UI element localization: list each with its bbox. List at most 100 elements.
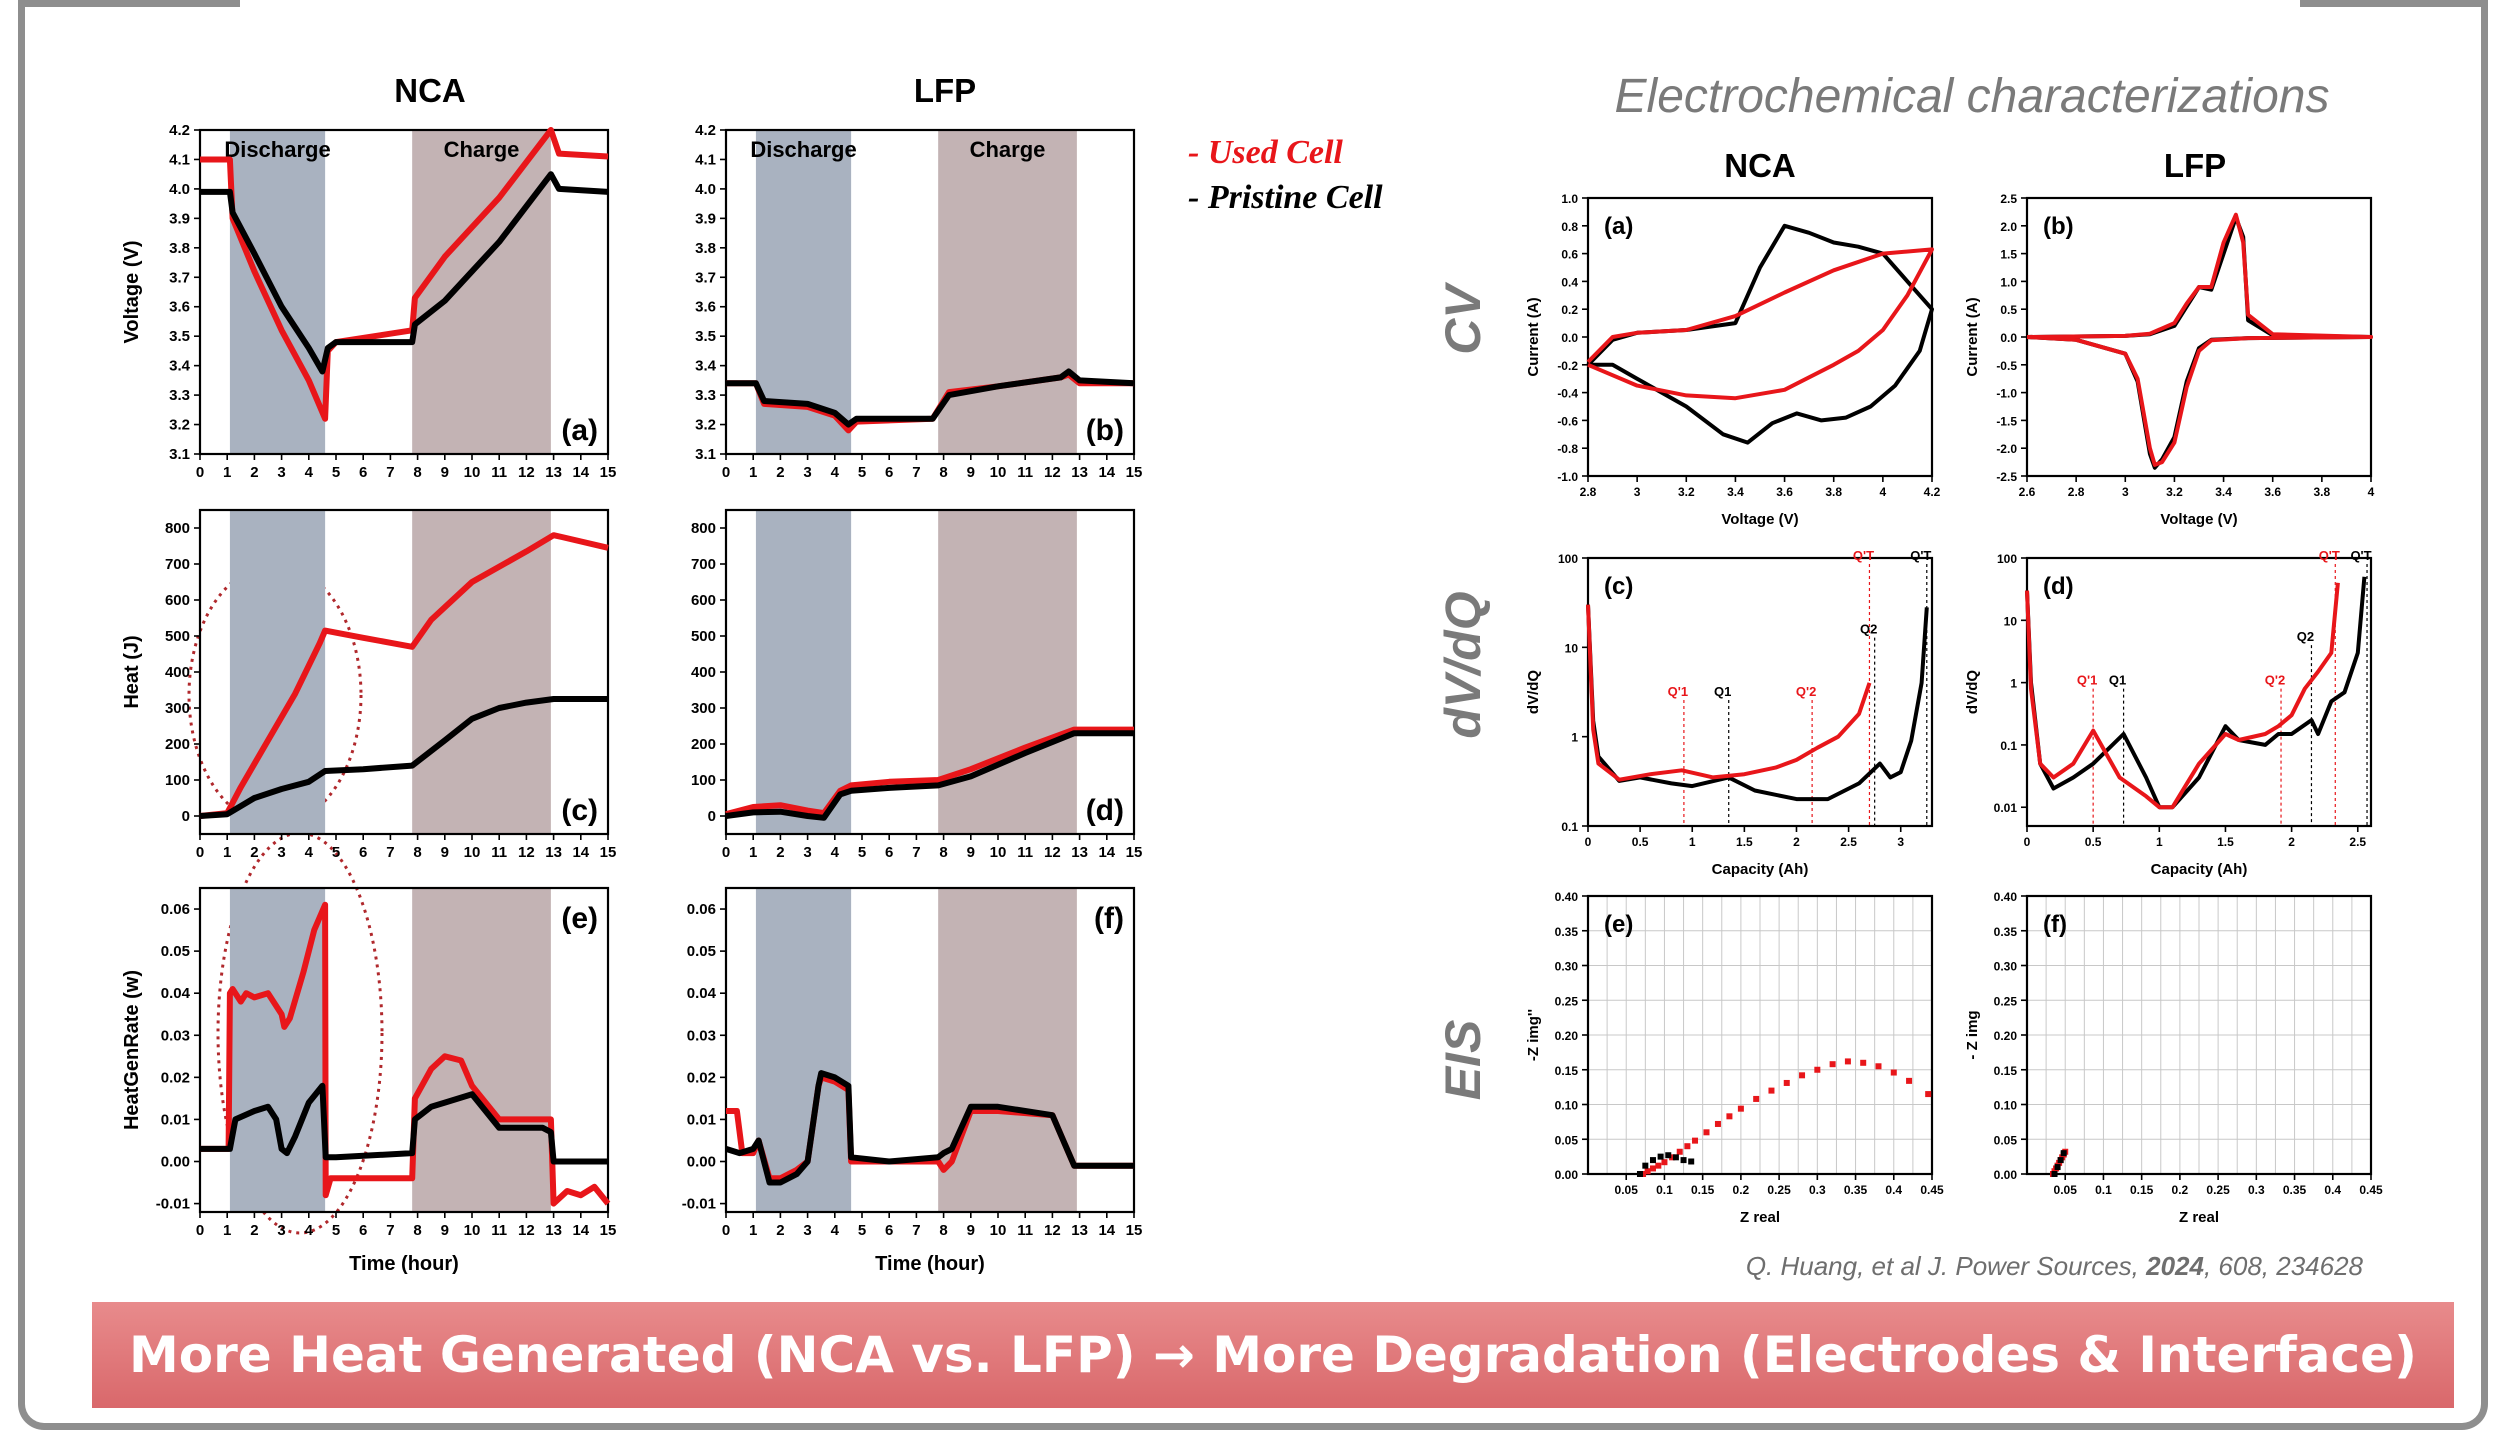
data-point [1799,1072,1806,1079]
axes-frame [1586,556,1934,828]
chart-d: 0 1 2 3 4 5 6 7 8 9 10 11 12 13 14 15010020030040050060… [691,508,1142,861]
peak-label: Q'T [2319,548,2340,563]
row-label-cv: CV [1435,282,1491,355]
band-charge [412,130,551,454]
y-tick-label: -2.5 [1996,470,2017,484]
data-point [2054,1164,2061,1171]
x-tick-label: 2 [776,844,784,861]
x-tick-label: 11 [491,1222,507,1239]
x-tick-label: 0 [2024,835,2031,849]
x-tick-label: 1 [1689,835,1696,849]
panel-label: (c) [561,794,598,827]
x-tick-label: 12 [518,844,535,861]
y-axis-label: Heat (J) [121,635,143,708]
x-tick-label: 6 [359,464,367,481]
x-tick-label: 7 [386,464,394,481]
x-axis-label: Time (hour) [875,1253,985,1275]
x-tick-label: 0 [196,1222,204,1239]
data-point [1636,1171,1643,1177]
y-tick-label: 0.03 [687,1027,716,1044]
y-tick-label: 0.10 [1994,1099,2018,1113]
panel-label: (c) [1604,573,1633,600]
x-tick-label: 7 [912,464,920,481]
series-line-used [2026,212,2373,467]
row-label-eis: EIS [1435,1020,1491,1101]
y-tick-label: 1.0 [2000,275,2017,289]
x-tick-label: 0.25 [2206,1183,2230,1197]
peak-label: Q'T [1910,548,1931,563]
right-col-title-lfp: LFP [2164,147,2226,184]
y-tick-label: 3.9 [695,210,716,227]
chart-c: 0 1 2 3 4 5 6 7 8 9 10 11 12 13 14 15010020030040050060… [121,508,616,861]
chart-reis_f: 0.05 0.1 0.15 0.2 0.25 0.3 0.35 0.4 0.45 0.00 0.05… [1964,890,2383,1226]
y-tick-label: -0.01 [156,1196,190,1213]
x-tick-label: 2.5 [1840,835,1857,849]
chart-f: 0 1 2 3 4 5 6 7 8 9 10 11 12 13 14 15-0.010.000.010.020… [682,886,1142,1275]
x-tick-label: 5 [858,464,866,481]
data-point [1680,1157,1687,1164]
x-tick-label: 8 [413,844,421,861]
band-discharge [229,130,326,454]
y-tick-label: 600 [165,592,190,609]
y-tick-label: 0.20 [1994,1029,2018,1043]
y-tick-label: 0.10 [1555,1099,1579,1113]
x-tick-label: 6 [359,844,367,861]
band-charge [938,888,1077,1212]
band-label-discharge: Discharge [224,137,330,162]
x-tick-label: 14 [1098,464,1115,481]
x-tick-label: 10 [990,464,1007,481]
x-axis-label: Capacity (Ah) [1712,861,1809,878]
legend-used-cell: - Used Cell [1188,134,1343,171]
x-tick-label: 13 [545,1222,562,1239]
axes-frame [198,886,610,1214]
x-tick-label: 4 [305,1222,314,1239]
x-tick-label: 4.2 [1924,485,1941,499]
x-tick-label: 11 [491,844,507,861]
panel-label: (a) [561,414,598,447]
y-tick-label: 0.15 [1994,1064,2018,1078]
data-point [1890,1069,1897,1076]
y-tick-label: 400 [691,664,716,681]
x-tick-label: 2 [776,1222,784,1239]
x-axis-label: Capacity (Ah) [2151,861,2248,878]
x-tick-label: 11 [491,464,507,481]
series-line-used [1586,604,1872,782]
data-point [1676,1148,1683,1155]
y-tick-label: -0.2 [1557,359,1578,373]
x-tick-label: 0 [722,464,730,481]
x-tick-label: 11 [1017,464,1033,481]
x-tick-label: 15 [600,1222,617,1239]
x-tick-label: 1.5 [2217,835,2234,849]
x-tick-label: 4 [831,464,840,481]
y-tick-label: 0.05 [161,943,190,960]
series-line-pristine [199,696,608,819]
data-point [1768,1087,1775,1094]
x-tick-label: 1.5 [1736,835,1753,849]
y-tick-label: 0.01 [687,1111,716,1128]
y-tick-label: 0.15 [1555,1064,1579,1078]
y-tick-label: 1.5 [2000,248,2017,262]
data-point [1649,1157,1656,1164]
x-tick-label: 9 [441,464,449,481]
peak-label: Q'T [2350,548,2371,563]
y-tick-label: 3.4 [169,358,191,375]
axes-frame [2025,556,2373,828]
x-tick-label: 14 [572,464,589,481]
x-tick-label: 1 [223,844,231,861]
y-tick-label: 3.5 [695,328,716,345]
y-tick-label: 800 [165,520,190,537]
right-panel-title: Electrochemical characterizations [1615,70,2330,123]
y-tick-label: 1 [2010,677,2017,691]
y-tick-label: 2.0 [2000,220,2017,234]
x-tick-label: 8 [413,1222,421,1239]
x-tick-label: 9 [967,464,975,481]
y-tick-label: 0.1 [2000,739,2017,753]
y-tick-label: 0.05 [687,943,716,960]
y-tick-label: 100 [691,772,716,789]
y-tick-label: 300 [165,700,190,717]
data-point [1642,1162,1649,1169]
y-tick-label: 0.02 [687,1069,716,1086]
x-tick-label: 13 [545,844,562,861]
peak-label: Q'1 [1668,684,1688,699]
